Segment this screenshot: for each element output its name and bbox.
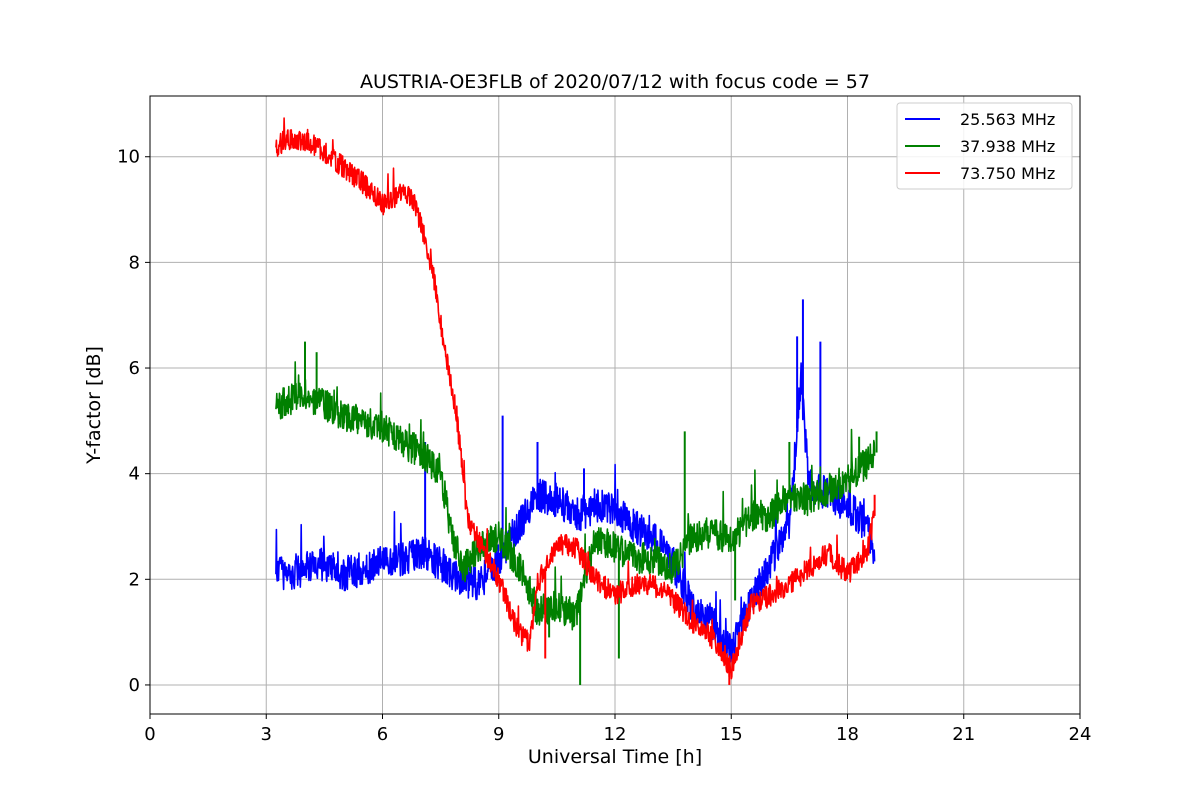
y-tick-label: 10 <box>117 147 140 168</box>
x-tick-label: 21 <box>952 724 975 745</box>
legend-label: 25.563 MHz <box>960 110 1055 129</box>
legend-label: 73.750 MHz <box>960 164 1055 183</box>
y-axis-label: Y-factor [dB] <box>83 346 105 465</box>
y-tick-label: 0 <box>129 675 140 696</box>
y-tick-label: 6 <box>129 358 140 379</box>
legend-label: 37.938 MHz <box>960 137 1055 156</box>
x-tick-label: 3 <box>261 724 272 745</box>
x-tick-label: 24 <box>1069 724 1092 745</box>
x-tick-label: 12 <box>604 724 627 745</box>
series-layer <box>275 117 878 685</box>
series-line <box>275 362 876 663</box>
series-2 <box>275 341 878 685</box>
x-tick-label: 9 <box>493 724 504 745</box>
legend-box <box>896 102 1073 190</box>
x-tick-label: 0 <box>144 724 155 745</box>
y-tick-label: 2 <box>129 569 140 590</box>
y-tick-label: 4 <box>129 464 140 485</box>
series-line <box>275 361 876 631</box>
legend: 25.563 MHz 37.938 MHz 73.750 MHz <box>896 102 1073 190</box>
y-tick-label: 8 <box>129 252 140 273</box>
chart-title: AUSTRIA-OE3FLB of 2020/07/12 with focus … <box>360 71 870 93</box>
x-tick-label: 15 <box>720 724 743 745</box>
x-tick-label: 6 <box>377 724 388 745</box>
series-3 <box>275 117 876 685</box>
grid-lines <box>149 96 1081 714</box>
x-axis-label: Universal Time [h] <box>528 746 702 768</box>
x-tick-label: 18 <box>836 724 859 745</box>
series-line <box>275 117 876 680</box>
